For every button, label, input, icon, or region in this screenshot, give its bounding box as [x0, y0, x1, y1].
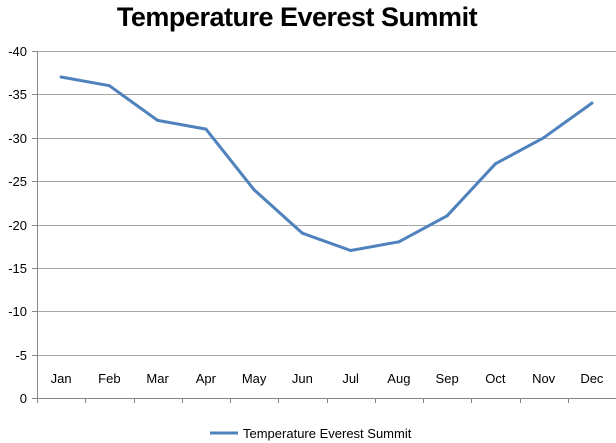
x-tick-label: Jun — [292, 371, 313, 386]
x-tick-label: Oct — [485, 371, 506, 386]
chart-title: Temperature Everest Summit — [117, 2, 478, 32]
x-tick-labels: Jan Feb Mar Apr May Jun Jul Aug Sep Oct Nov Dec — [51, 371, 604, 386]
data-point — [542, 136, 546, 140]
data-point — [300, 231, 304, 235]
y-tick-label: -30 — [8, 131, 27, 146]
data-point — [493, 162, 497, 166]
data-point — [590, 101, 594, 105]
gridlines — [37, 51, 616, 356]
data-point — [397, 240, 401, 244]
series-layer — [59, 75, 594, 253]
y-tick-label: -20 — [8, 218, 27, 233]
y-tick-label: -35 — [8, 87, 27, 102]
x-tick-label: Apr — [196, 371, 217, 386]
data-point — [252, 188, 256, 192]
x-tick-label: May — [242, 371, 267, 386]
y-tick-label: -25 — [8, 174, 27, 189]
y-tick-label: -15 — [8, 261, 27, 276]
x-tick-label: Aug — [387, 371, 410, 386]
x-tick-label: Feb — [98, 371, 120, 386]
x-tick-label: Jul — [342, 371, 359, 386]
data-point — [349, 249, 353, 253]
data-point — [59, 75, 63, 79]
y-tick-label: 0 — [20, 391, 27, 406]
legend-label: Temperature Everest Summit — [243, 426, 412, 441]
x-tick-label: Dec — [580, 371, 604, 386]
y-tick-labels: -40 -35 -30 -25 -20 -15 -10 -5 0 — [8, 44, 27, 406]
x-tick-label: Jan — [51, 371, 72, 386]
data-point — [156, 118, 160, 122]
y-tick-label: -10 — [8, 304, 27, 319]
axes — [32, 51, 616, 403]
x-tick-label: Sep — [436, 371, 459, 386]
x-tick-label: Mar — [146, 371, 169, 386]
y-tick-label: -5 — [15, 348, 27, 363]
series-line — [59, 75, 594, 252]
data-point — [445, 214, 449, 218]
legend: Temperature Everest Summit — [210, 426, 412, 441]
y-tick-label: -40 — [8, 44, 27, 59]
data-point — [107, 84, 111, 88]
data-point — [204, 127, 208, 131]
x-tick-label: Nov — [532, 371, 556, 386]
